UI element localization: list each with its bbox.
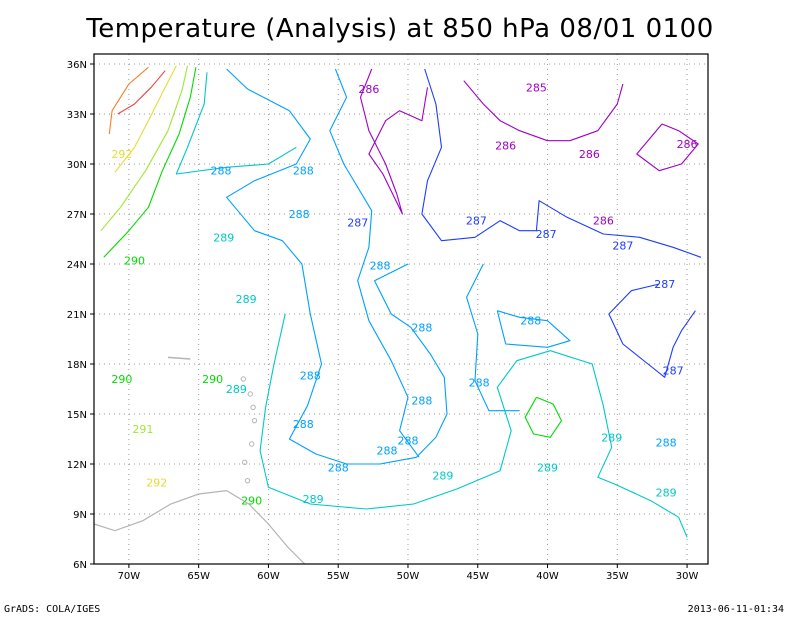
x-tick-label: 30W bbox=[676, 571, 699, 582]
y-tick-label: 18N bbox=[67, 360, 87, 371]
contour-label: 287 bbox=[663, 365, 684, 378]
contour-line-286 bbox=[463, 80, 624, 142]
contour-label: 289 bbox=[303, 493, 324, 506]
chart-title: Temperature (Analysis) at 850 hPa 08/01 … bbox=[86, 14, 714, 44]
plot-frame bbox=[93, 53, 709, 565]
contour-label: 289 bbox=[226, 383, 247, 396]
contour-line-287 bbox=[421, 68, 702, 258]
contour-label: 292 bbox=[146, 476, 167, 489]
footer-timestamp: 2013-06-11-01:34 bbox=[687, 604, 784, 615]
contour-label: 288 bbox=[328, 461, 349, 474]
contour-label: 288 bbox=[520, 315, 541, 328]
contour-label: 289 bbox=[656, 486, 677, 499]
contour-label: 287 bbox=[536, 228, 557, 241]
y-tick-label: 24N bbox=[67, 260, 87, 271]
x-tick-label: 45W bbox=[466, 571, 489, 582]
contour-line-288 bbox=[466, 263, 520, 412]
contour-label: 288 bbox=[469, 376, 490, 389]
contour-label: 288 bbox=[377, 445, 398, 458]
y-tick-label: 12N bbox=[67, 460, 87, 471]
contour-label: 288 bbox=[289, 208, 310, 221]
contour-line-289 bbox=[175, 72, 297, 175]
contour-label: 287 bbox=[654, 278, 675, 291]
x-tick-label: 65W bbox=[187, 571, 210, 582]
x-tick-label: 35W bbox=[606, 571, 629, 582]
south-america-coast bbox=[93, 490, 306, 565]
island-outline bbox=[242, 459, 248, 466]
contour-line-293 bbox=[108, 66, 149, 135]
contour-line-286 bbox=[359, 68, 429, 215]
contour-label: 289 bbox=[236, 293, 257, 306]
contour-label: 288 bbox=[293, 165, 314, 178]
x-axis-ticks: 70W 65W 60W 55W 50W 45W 40W 35W 30W bbox=[118, 564, 699, 582]
contour-label: 288 bbox=[397, 435, 418, 448]
x-tick-label: 40W bbox=[536, 571, 559, 582]
contour-line-289 bbox=[259, 313, 688, 538]
y-tick-label: 15N bbox=[67, 410, 87, 421]
contour-label: 286 bbox=[358, 83, 379, 96]
contour-line-290 bbox=[103, 67, 197, 258]
island-outline bbox=[244, 477, 251, 484]
contour-label: 289 bbox=[537, 461, 558, 474]
contour-label: 290 bbox=[202, 373, 223, 386]
coastline bbox=[93, 356, 306, 565]
x-tick-label: 60W bbox=[257, 571, 280, 582]
contour-label: 287 bbox=[347, 216, 368, 229]
contour-label: 285 bbox=[526, 81, 547, 94]
y-tick-label: 6N bbox=[73, 560, 87, 571]
island-outline bbox=[240, 376, 247, 382]
contour-line-288 bbox=[226, 68, 448, 465]
contour-lines bbox=[100, 65, 702, 538]
contour-line-286 bbox=[636, 123, 699, 172]
contour-label: 286 bbox=[495, 140, 516, 153]
contour-line-288 bbox=[329, 68, 420, 458]
y-axis-ticks: 6N 9N 12N 15N 18N 21N 24N 27N 30N 33N 36N bbox=[67, 60, 94, 571]
y-tick-label: 30N bbox=[67, 160, 87, 171]
contour-label: 289 bbox=[601, 431, 622, 444]
contour-label: 288 bbox=[656, 436, 677, 449]
y-tick-label: 9N bbox=[73, 510, 87, 521]
contour-label: 287 bbox=[466, 215, 487, 228]
x-tick-label: 50W bbox=[397, 571, 420, 582]
contour-line-287 bbox=[608, 283, 696, 378]
contour-label: 290 bbox=[124, 255, 145, 268]
contour-line-288 bbox=[496, 310, 571, 348]
contour-line-291 bbox=[100, 65, 189, 232]
contour-label: 289 bbox=[213, 231, 234, 244]
contour-label: 289 bbox=[432, 470, 453, 483]
contour-line-294 bbox=[117, 70, 166, 115]
contour-label: 286 bbox=[579, 148, 600, 161]
contour-label: 288 bbox=[370, 260, 391, 273]
island-outline bbox=[251, 417, 258, 424]
x-tick-label: 70W bbox=[118, 571, 141, 582]
puerto-rico-coast bbox=[167, 356, 191, 360]
island-outline bbox=[250, 404, 256, 411]
contour-label: 288 bbox=[411, 321, 432, 334]
contour-label: 291 bbox=[132, 423, 153, 436]
contour-label: 288 bbox=[411, 395, 432, 408]
contour-label: 288 bbox=[293, 418, 314, 431]
contour-line-292 bbox=[114, 65, 177, 173]
contour-label: 290 bbox=[241, 495, 262, 508]
y-tick-label: 27N bbox=[67, 210, 87, 221]
contour-label: 287 bbox=[612, 240, 633, 253]
contour-label: 288 bbox=[300, 370, 321, 383]
x-tick-label: 55W bbox=[327, 571, 350, 582]
contour-label: 292 bbox=[111, 148, 132, 161]
y-tick-label: 33N bbox=[67, 110, 87, 121]
contour-label: 290 bbox=[111, 373, 132, 386]
island-outline bbox=[248, 441, 255, 447]
y-tick-label: 21N bbox=[67, 310, 87, 321]
island-outline bbox=[247, 391, 253, 397]
y-tick-label: 36N bbox=[67, 60, 87, 71]
contour-label: 288 bbox=[210, 165, 231, 178]
contour-label: 286 bbox=[677, 138, 698, 151]
contour-label: 286 bbox=[593, 215, 614, 228]
grid-lines bbox=[94, 54, 708, 565]
contour-line-290 bbox=[524, 396, 563, 438]
footer-credit: GrADS: COLA/IGES bbox=[4, 604, 101, 615]
